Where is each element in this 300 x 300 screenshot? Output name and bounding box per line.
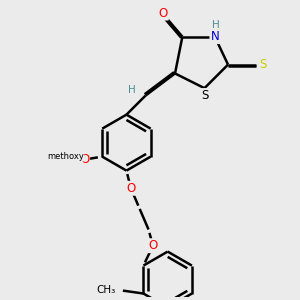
Text: O: O (148, 239, 158, 252)
Text: methoxy: methoxy (47, 152, 84, 161)
Text: O: O (80, 153, 89, 166)
Text: S: S (201, 89, 208, 102)
Text: O: O (126, 182, 136, 195)
Text: S: S (260, 58, 267, 71)
Text: O: O (159, 7, 168, 20)
Text: H: H (128, 85, 136, 94)
Text: H: H (212, 20, 220, 30)
Text: CH₃: CH₃ (96, 285, 116, 295)
Text: N: N (210, 30, 219, 43)
